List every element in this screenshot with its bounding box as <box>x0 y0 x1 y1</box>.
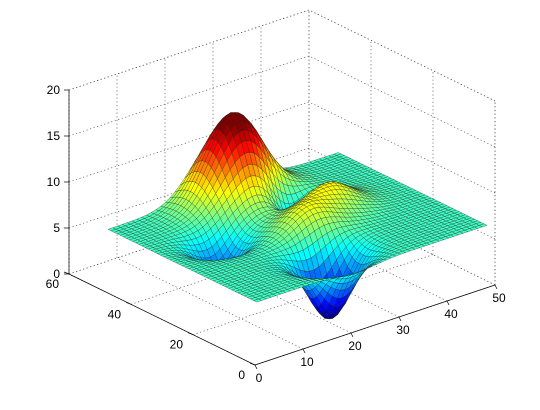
surface-mesh <box>108 113 487 319</box>
x-tick-mark <box>399 317 401 321</box>
z-tick-label: 0 <box>53 267 60 281</box>
x-tick-label: 40 <box>444 307 458 321</box>
x-tick-label: 10 <box>300 355 314 369</box>
x-tick-label: 0 <box>256 371 263 385</box>
x-tick-label: 50 <box>492 291 506 305</box>
y-tick-mark <box>250 363 255 365</box>
z-tick-label: 20 <box>47 83 61 97</box>
grid-line-sidewall-z <box>309 10 495 101</box>
x-tick-mark <box>447 301 449 305</box>
x-tick-mark <box>351 333 353 337</box>
z-tick-label: 10 <box>47 175 61 189</box>
y-tick-label: 20 <box>170 338 184 352</box>
grid-line-sidewall-z <box>309 56 495 147</box>
y-tick-label: 0 <box>238 368 245 382</box>
x-tick-label: 20 <box>348 339 362 353</box>
y-tick-mark <box>126 302 131 304</box>
x-tick-mark <box>255 365 257 369</box>
x-tick-mark <box>303 349 305 353</box>
grid-line-backwall-z <box>69 56 309 136</box>
z-tick-label: 15 <box>47 129 61 143</box>
x-axis-line <box>255 285 495 365</box>
box-edge <box>69 10 309 90</box>
box-edge <box>309 10 495 101</box>
y-tick-mark <box>188 333 193 335</box>
z-tick-label: 5 <box>53 221 60 235</box>
x-tick-mark <box>495 285 497 289</box>
x-tick-label: 30 <box>396 323 410 337</box>
y-tick-label: 40 <box>108 307 122 321</box>
